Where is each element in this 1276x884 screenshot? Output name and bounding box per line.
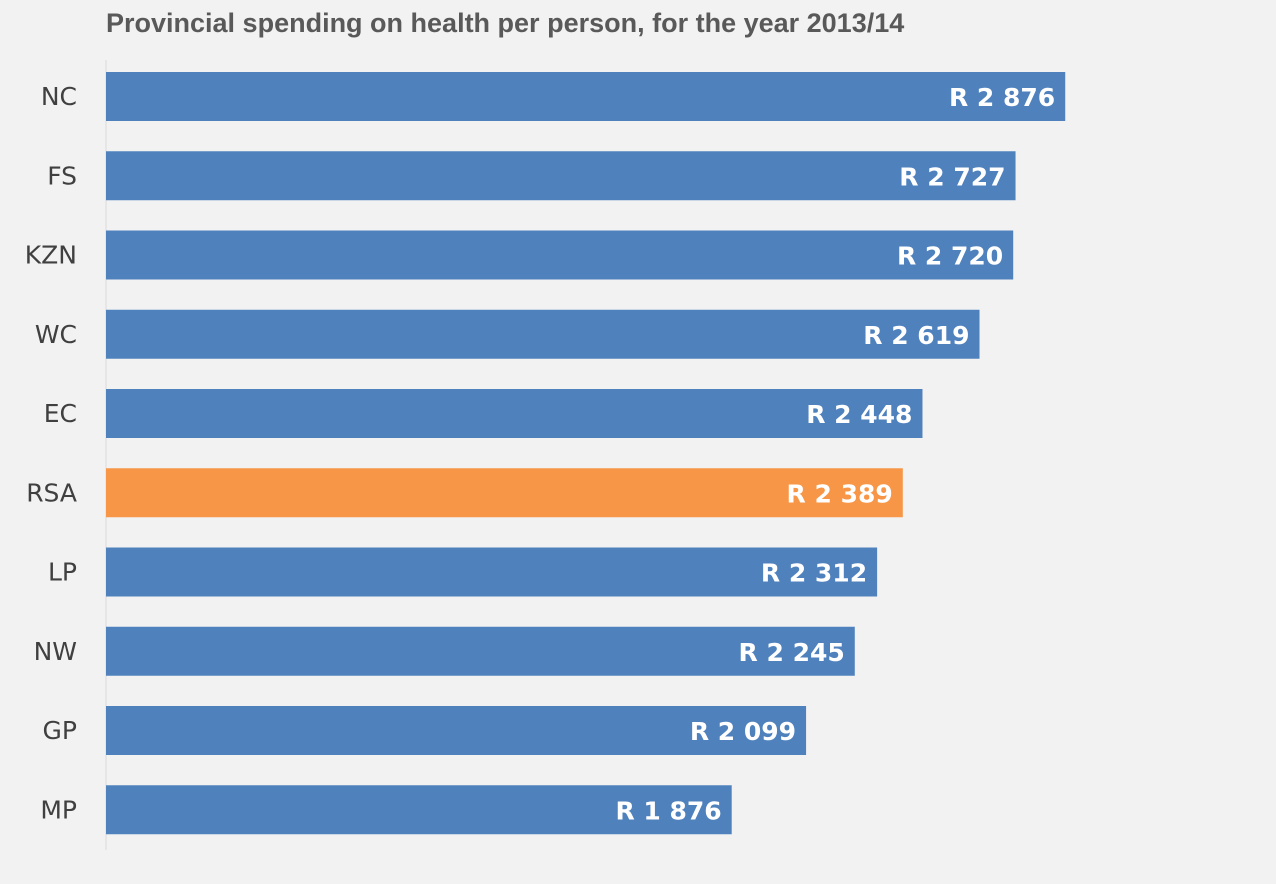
category-label-nw: NW <box>34 637 77 666</box>
value-label-gp: R 2 099 <box>690 717 796 746</box>
value-label-fs: R 2 727 <box>899 162 1005 191</box>
bar-wc <box>106 309 980 359</box>
category-label-rsa: RSA <box>26 478 77 507</box>
value-label-lp: R 2 312 <box>761 559 867 588</box>
bar-nw <box>106 626 855 676</box>
value-label-nw: R 2 245 <box>739 638 845 667</box>
category-label-kzn: KZN <box>25 241 77 270</box>
value-label-mp: R 1 876 <box>615 796 721 825</box>
category-label-ec: EC <box>44 399 77 428</box>
bar-fs <box>106 151 1016 201</box>
bar-rsa <box>106 468 903 518</box>
category-label-mp: MP <box>40 795 77 824</box>
category-label-lp: LP <box>48 558 77 587</box>
chart-title: Provincial spending on health per person… <box>106 8 905 38</box>
value-label-nc: R 2 876 <box>949 83 1055 112</box>
bar-kzn <box>106 230 1014 280</box>
bar-mp <box>106 785 732 835</box>
value-label-wc: R 2 619 <box>863 321 969 350</box>
category-label-fs: FS <box>47 161 77 190</box>
bar-nc <box>106 72 1066 121</box>
value-label-kzn: R 2 720 <box>897 242 1003 271</box>
value-label-rsa: R 2 389 <box>787 479 893 508</box>
bar-gp <box>106 706 807 755</box>
value-label-ec: R 2 448 <box>806 400 912 429</box>
category-label-wc: WC <box>35 320 77 349</box>
category-label-gp: GP <box>43 716 77 745</box>
bar-ec <box>106 389 923 438</box>
category-label-nc: NC <box>41 82 77 111</box>
bar-lp <box>106 547 878 597</box>
